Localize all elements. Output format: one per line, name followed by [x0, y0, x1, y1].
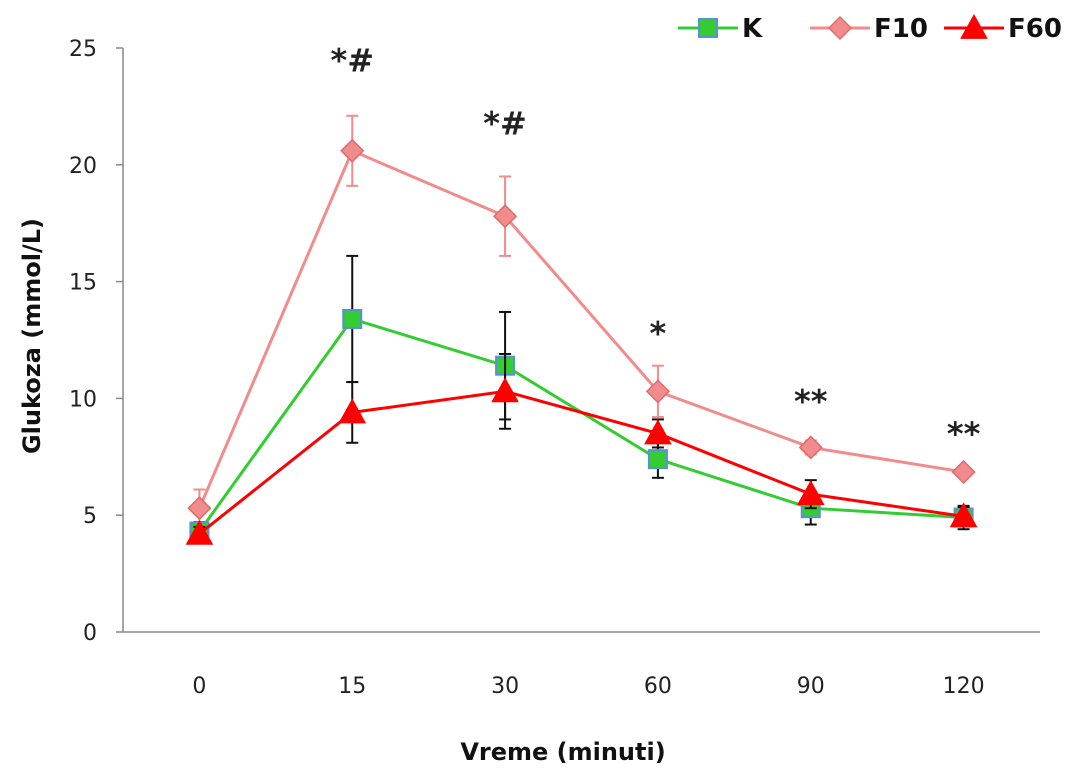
data-point-f60 [644, 419, 672, 445]
legend-label-f60: F60 [1008, 14, 1062, 44]
series-f10 [187, 114, 976, 528]
data-point-k [647, 449, 668, 470]
legend-marker-f10 [827, 15, 853, 41]
series-group [185, 114, 978, 545]
axes [122, 48, 1040, 633]
x-tick-label: 60 [644, 674, 672, 699]
y-tick-label: 0 [83, 621, 97, 646]
data-point-f10 [645, 379, 670, 404]
y-tick-label: 5 [83, 504, 97, 529]
y-tick-label: 25 [69, 37, 97, 62]
legend: K F10 F60 [678, 13, 1062, 44]
x-tick-label: 90 [797, 674, 825, 699]
significance-annotation: ** [794, 382, 828, 420]
data-point-f10 [798, 435, 823, 460]
legend-label-f10: F10 [874, 14, 928, 44]
significance-annotation: ** [947, 415, 981, 453]
data-point-k [342, 308, 363, 329]
legend-marker-f60 [960, 13, 988, 39]
annotations: *#*#***** [330, 41, 980, 453]
series-k [189, 254, 974, 542]
y-tick-label: 15 [69, 271, 97, 296]
y-axis-title: Glukoza (mmol/L) [18, 218, 46, 454]
data-point-f60 [796, 480, 825, 506]
y-ticks: 0 5 10 15 20 25 [69, 37, 123, 646]
data-point-f60 [949, 502, 978, 528]
data-point-f10 [187, 496, 212, 521]
x-tick-label: 120 [943, 674, 985, 699]
significance-annotation: *# [330, 41, 374, 79]
significance-annotation: *# [483, 104, 527, 142]
y-tick-label: 20 [69, 154, 97, 179]
x-tick-label: 0 [192, 674, 206, 699]
series-line-f60 [198, 389, 964, 536]
series-f60 [185, 353, 978, 545]
data-point-f10 [340, 138, 365, 163]
data-point-f10 [951, 459, 976, 485]
data-point-f10 [493, 204, 518, 229]
significance-annotation: * [650, 315, 667, 353]
data-point-f60 [185, 519, 214, 545]
data-point-f60 [338, 398, 367, 424]
series-line-f10 [198, 148, 964, 509]
x-tick-label: 15 [338, 674, 366, 699]
y-tick-label: 10 [69, 387, 97, 412]
x-tick-label: 30 [491, 674, 519, 699]
x-ticks: 0 15 30 60 90 120 [192, 674, 984, 699]
data-point-f60 [491, 377, 519, 403]
x-axis-title: Vreme (minuti) [460, 738, 665, 766]
legend-label-k: K [742, 14, 763, 44]
legend-marker-k [698, 18, 718, 38]
